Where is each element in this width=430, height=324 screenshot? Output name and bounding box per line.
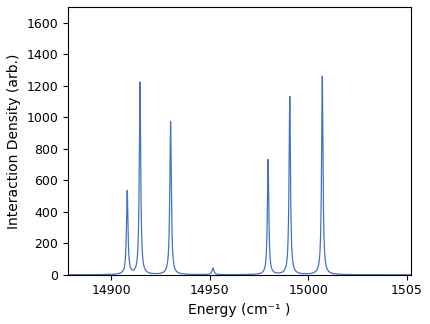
X-axis label: Energy (cm⁻¹ ): Energy (cm⁻¹ ) — [188, 303, 291, 317]
Y-axis label: Interaction Density (arb.): Interaction Density (arb.) — [7, 53, 21, 228]
